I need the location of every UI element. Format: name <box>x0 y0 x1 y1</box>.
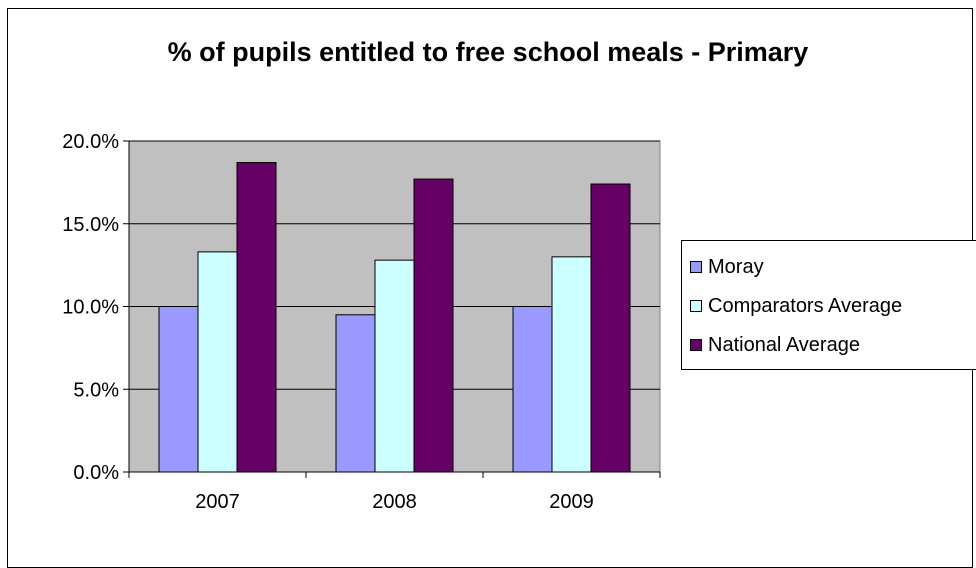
y-tick-label: 20.0% <box>62 131 119 153</box>
y-tick-label: 10.0% <box>62 297 119 319</box>
x-tick-label: 2008 <box>372 491 417 513</box>
x-tick-label: 2009 <box>549 491 594 513</box>
chart-plot: 0.0% 5.0% 10.0% 15.0% 20.0% 2007 2008 2009 <box>62 131 661 513</box>
bar-national-average-2008 <box>413 178 454 473</box>
legend-item-moray: Moray <box>690 253 764 281</box>
legend-item-national-average: National Average <box>690 331 860 359</box>
legend-swatch-comparators-average <box>690 300 702 312</box>
legend-label-comparators-average: Comparators Average <box>708 294 903 317</box>
legend-label-national-average: National Average <box>708 333 860 356</box>
y-tick-label: 15.0% <box>62 214 119 236</box>
bar-national-average-2009 <box>590 183 631 473</box>
legend-label-moray: Moray <box>708 255 764 278</box>
axes <box>123 140 661 478</box>
bar-comparators-average-2009 <box>551 256 592 473</box>
legend-swatch-national-average <box>690 339 702 351</box>
bar-comparators-average-2008 <box>374 259 415 473</box>
bar-national-average-2007 <box>236 162 277 473</box>
bar-comparators-average-2007 <box>197 251 238 473</box>
bar-moray-2009 <box>512 306 553 473</box>
bars <box>158 162 631 473</box>
legend: Moray Comparators Average National Avera… <box>681 240 976 370</box>
bar-moray-2007 <box>158 306 199 473</box>
y-tick-label: 5.0% <box>73 379 119 401</box>
chart-title: % of pupils entitled to free school meal… <box>167 37 809 67</box>
tick-labels: 0.0% 5.0% 10.0% 15.0% 20.0% 2007 2008 2009 <box>62 131 593 513</box>
legend-item-comparators-average: Comparators Average <box>690 292 902 320</box>
y-tick-label: 0.0% <box>73 462 119 484</box>
legend-swatch-moray <box>690 261 702 273</box>
x-tick-label: 2007 <box>195 491 240 513</box>
bar-moray-2008 <box>335 314 376 473</box>
